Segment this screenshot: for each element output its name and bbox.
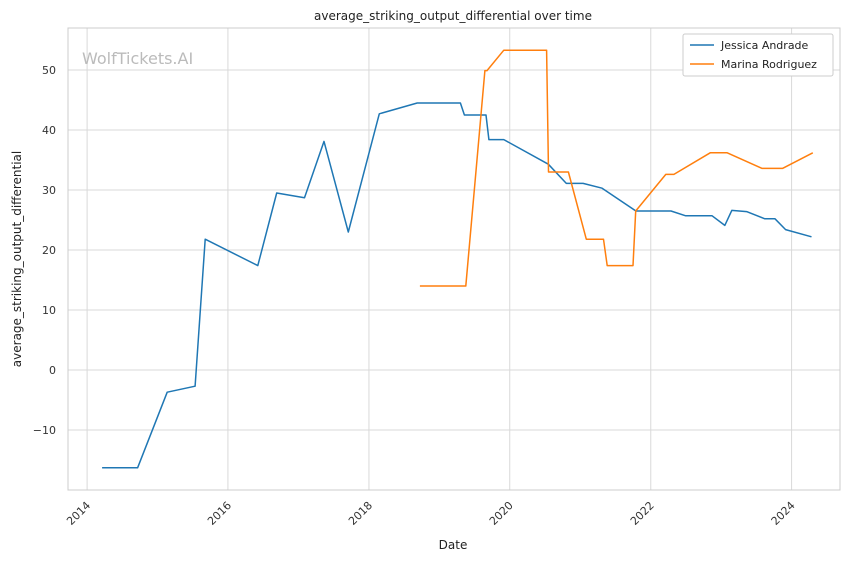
y-tick-labels: −10 0 10 20 30 40 50 <box>33 64 56 437</box>
series-line-marina-rodriguez <box>419 49 814 287</box>
x-tick-label-2016: 2016 <box>205 499 234 528</box>
plot-frame <box>67 27 841 491</box>
legend-label-marina-rodriguez: Marina Rodriguez <box>721 58 817 71</box>
x-tick-labels: 2014 2016 2018 2020 2022 2024 <box>64 499 797 528</box>
x-axis-title: Date <box>439 538 468 552</box>
y-tick-label--10: −10 <box>33 424 56 437</box>
legend-label-jessica-andrade: Jessica Andrade <box>720 39 809 52</box>
y-tick-label-0: 0 <box>49 364 56 377</box>
x-tick-label-2022: 2022 <box>628 499 657 528</box>
y-tick-label-50: 50 <box>42 64 56 77</box>
legend-box <box>682 33 834 77</box>
watermark: WolfTickets.AI <box>82 49 193 68</box>
y-tick-label-30: 30 <box>42 184 56 197</box>
grid-lines <box>68 28 840 490</box>
y-axis-title: average_striking_output_differential <box>10 151 24 367</box>
series-line-jessica-andrade <box>102 102 812 469</box>
x-tick-label-2024: 2024 <box>769 499 798 528</box>
x-tick-label-2014: 2014 <box>64 499 93 528</box>
y-tick-label-40: 40 <box>42 124 56 137</box>
y-tick-label-20: 20 <box>42 244 56 257</box>
x-tick-label-2020: 2020 <box>487 499 516 528</box>
legend: Jessica Andrade Marina Rodriguez <box>682 33 834 77</box>
chart-title: average_striking_output_differential ove… <box>314 9 592 23</box>
x-tick-label-2018: 2018 <box>346 499 375 528</box>
series-lines <box>102 49 814 469</box>
y-tick-label-10: 10 <box>42 304 56 317</box>
